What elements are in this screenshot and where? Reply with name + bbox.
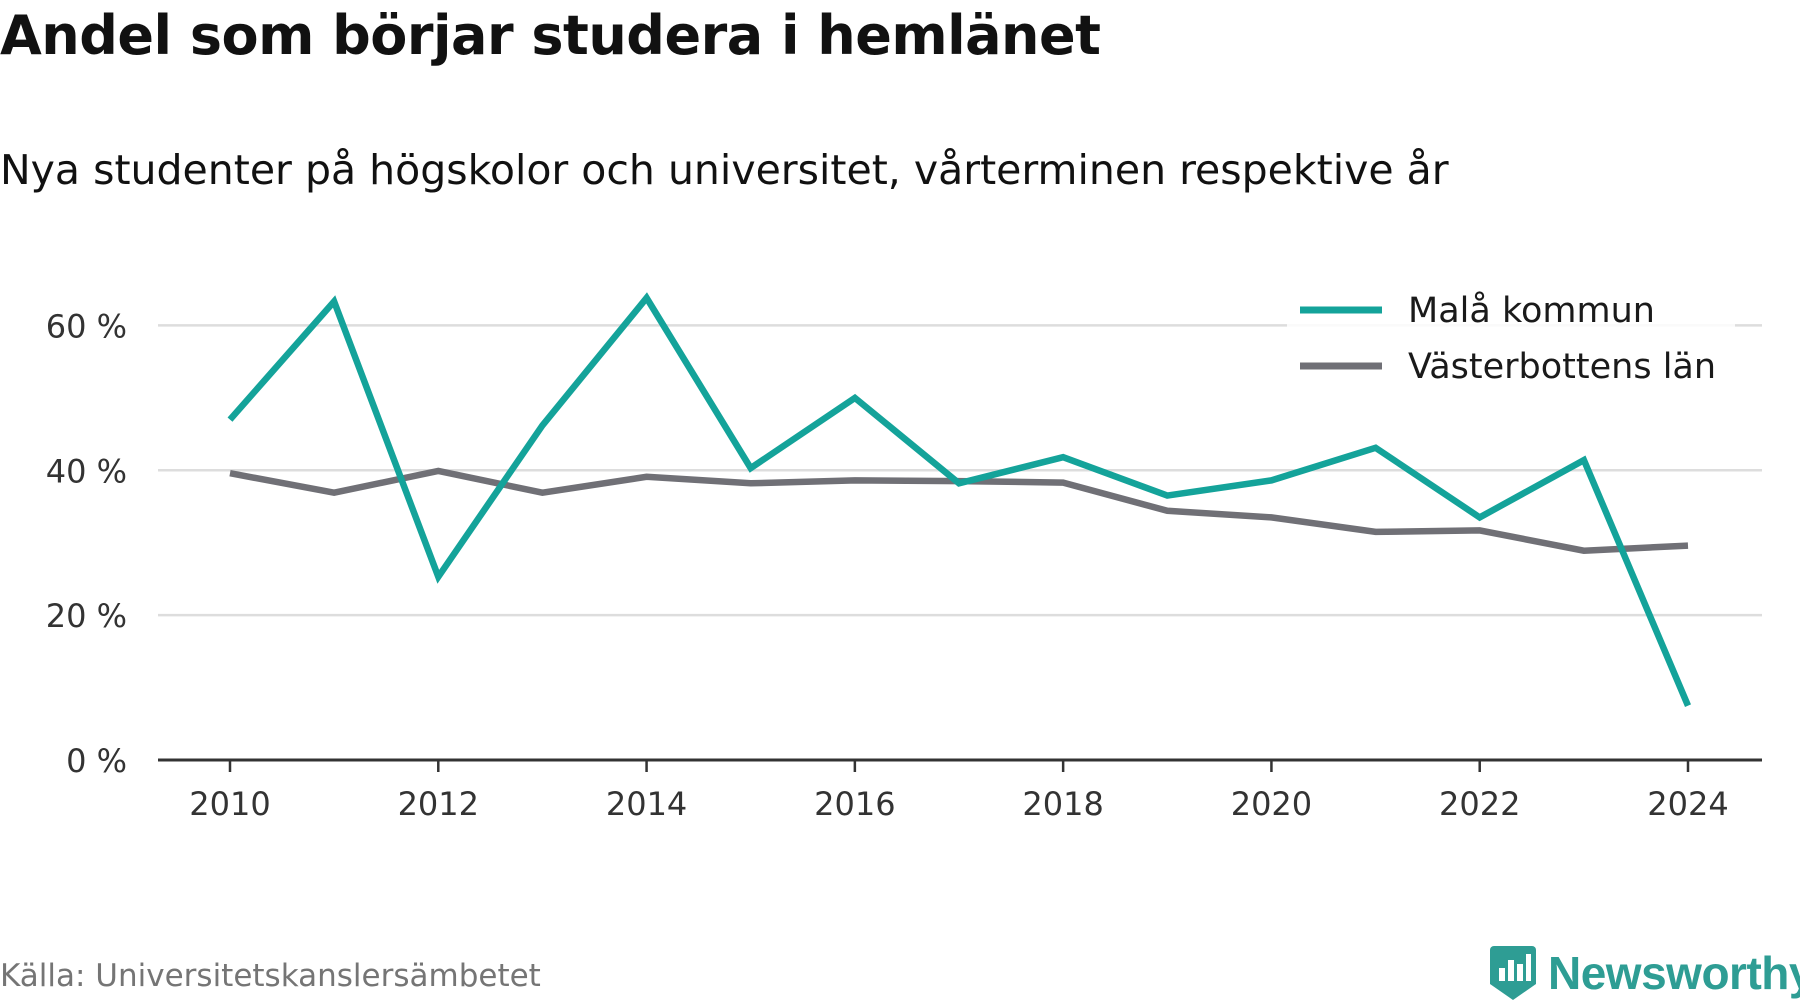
x-tick-label: 2016 bbox=[814, 785, 895, 823]
newsworthy-logo-icon bbox=[1488, 944, 1538, 1002]
brand-name: Newsworthy bbox=[1548, 946, 1800, 1000]
legend-label: Västerbottens län bbox=[1408, 347, 1716, 387]
source-note: Källa: Universitetskanslersämbetet bbox=[0, 958, 541, 994]
brand-logo: Newsworthy bbox=[1488, 938, 1800, 1008]
y-tick-label: 0 % bbox=[66, 742, 127, 780]
y-tick-label: 60 % bbox=[46, 307, 127, 345]
x-tick-label: 2024 bbox=[1647, 785, 1728, 823]
x-tick-label: 2018 bbox=[1022, 785, 1103, 823]
x-tick-label: 2012 bbox=[398, 785, 479, 823]
y-axis: 0 % 20 % 40 % 60 % bbox=[46, 307, 127, 780]
x-tick-label: 2020 bbox=[1231, 785, 1312, 823]
y-tick-label: 20 % bbox=[46, 597, 127, 635]
x-tick-label: 2014 bbox=[606, 785, 687, 823]
x-axis: 2010 2012 2014 2016 2018 2020 2022 2024 bbox=[158, 760, 1762, 823]
y-tick-label: 40 % bbox=[46, 452, 127, 490]
x-tick-label: 2022 bbox=[1439, 785, 1520, 823]
x-tick-label: 2010 bbox=[189, 785, 270, 823]
line-chart: 0 % 20 % 40 % 60 % 2010 2012 2014 2016 2018 2020… bbox=[0, 0, 1800, 930]
legend-label: Malå kommun bbox=[1408, 290, 1655, 331]
legend: Malå kommun Västerbottens län bbox=[1287, 283, 1735, 395]
